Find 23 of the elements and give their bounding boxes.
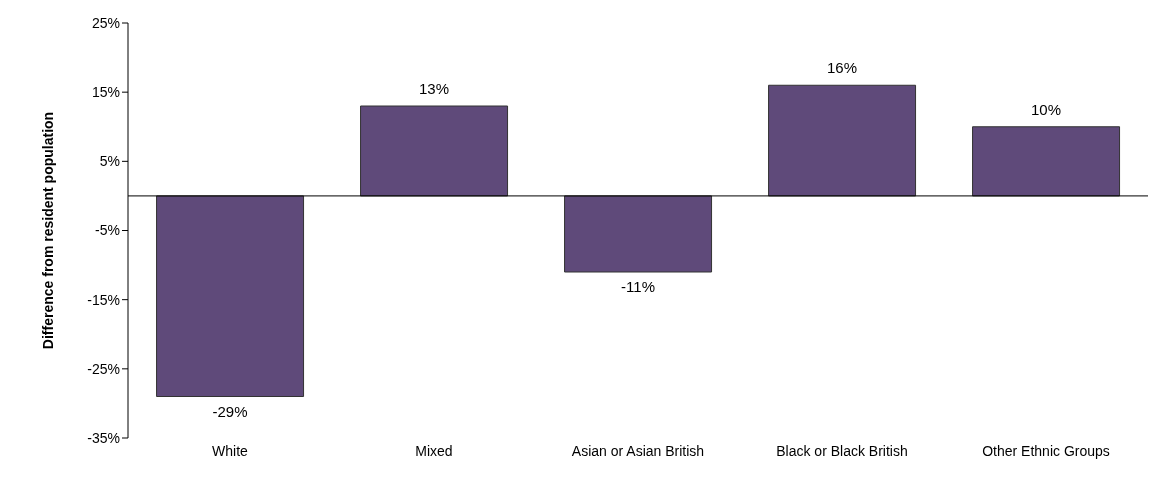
y-axis-title: Difference from resident population [39, 111, 56, 350]
bar [156, 195, 305, 397]
x-tick-label: Asian or Asian British [571, 442, 705, 459]
y-tick-label: 15% [91, 84, 120, 101]
x-tick-label: White [212, 442, 249, 459]
x-tick-label: Other Ethnic Groups [982, 442, 1110, 459]
x-tick-label: Mixed [415, 442, 453, 459]
y-tick-label: -15% [87, 291, 120, 308]
bar [768, 84, 917, 197]
y-tick-label: 5% [99, 153, 120, 170]
data-label: -11% [621, 278, 656, 295]
data-label: 13% [419, 80, 450, 97]
data-label: 10% [1031, 100, 1062, 118]
y-tick-label: -5% [95, 222, 120, 239]
bar [360, 105, 509, 197]
y-tick-label: -35% [87, 429, 120, 446]
bar [564, 195, 713, 273]
data-label: 16% [827, 59, 858, 77]
data-label: -29% [212, 402, 248, 420]
x-tick-label: Black or Black British [776, 442, 908, 459]
y-tick-label: 25% [91, 14, 120, 31]
y-tick-label: -25% [87, 360, 120, 377]
bar [972, 126, 1121, 197]
